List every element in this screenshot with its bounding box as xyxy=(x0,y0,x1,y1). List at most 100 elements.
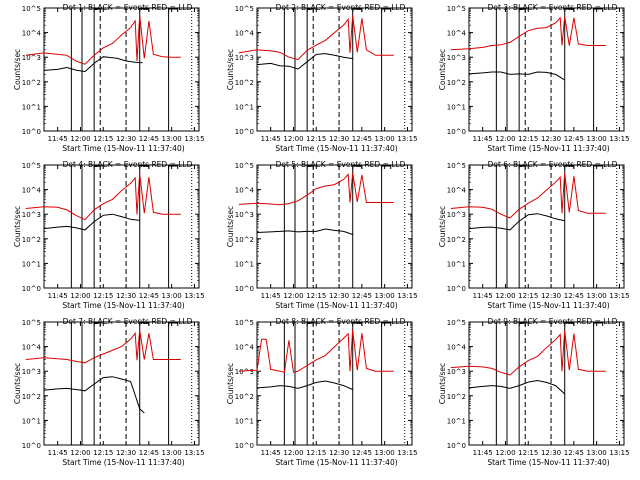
panel-title: Det 3: BLACK = Events RED = LLD xyxy=(488,3,618,12)
y-tick-label: 10^3 xyxy=(447,368,466,376)
x-tick-label: 12:45 xyxy=(139,135,159,143)
panel-title: Det 8: BLACK = Events RED = LLD xyxy=(276,317,406,326)
interval-bracket xyxy=(139,165,150,169)
interval-bracket xyxy=(564,8,575,12)
y-tick-label: 10^0 xyxy=(235,442,254,450)
x-tick-label: 12:15 xyxy=(93,292,113,300)
interval-bracket xyxy=(518,8,526,12)
lld-series-line xyxy=(238,173,394,206)
y-tick-label: 10^2 xyxy=(235,393,254,401)
plot-frame xyxy=(256,164,413,289)
y-tick-label: 10^2 xyxy=(447,393,466,401)
interval-bracket xyxy=(381,8,392,12)
interval-bracket xyxy=(306,8,314,12)
x-tick-label: 12:15 xyxy=(306,135,326,143)
y-tick-label: 10^3 xyxy=(447,54,466,62)
x-tick-label: 13:00 xyxy=(162,449,182,457)
y-tick-label: 10^0 xyxy=(22,128,41,136)
interval-bracket xyxy=(381,322,392,326)
y-tick-label: 10^3 xyxy=(235,211,254,219)
y-tick-label: 10^5 xyxy=(22,5,41,13)
y-tick-label: 10^1 xyxy=(22,417,41,425)
interval-bracket xyxy=(352,165,363,169)
x-axis-label: Start Time (15-Nov-11 11:37:40) xyxy=(275,301,397,310)
plot-frame xyxy=(43,164,200,289)
y-tick-label: 10^3 xyxy=(22,54,41,62)
lld-series-line xyxy=(238,15,394,61)
x-axis-label: Start Time (15-Nov-11 11:37:40) xyxy=(62,301,184,310)
y-tick-label: 10^4 xyxy=(235,344,255,352)
x-tick-label: 12:45 xyxy=(564,449,584,457)
y-tick-label: 10^5 xyxy=(447,319,466,327)
x-tick-label: 13:00 xyxy=(587,135,607,143)
x-tick-label: 12:30 xyxy=(116,135,136,143)
x-tick-label: 13:15 xyxy=(184,292,204,300)
x-axis-label: Start Time (15-Nov-11 11:37:40) xyxy=(275,144,397,153)
chart-panel-3: 10^010^110^210^310^410^511:45 12:00 12:15 1… xyxy=(438,3,630,153)
x-tick-label: 12:30 xyxy=(541,292,561,300)
x-tick-label: 12:45 xyxy=(352,292,372,300)
x-tick-label: 12:00 xyxy=(70,449,90,457)
events-series-line xyxy=(256,228,353,235)
y-tick-label: 10^4 xyxy=(235,30,255,38)
y-tick-label: 10^0 xyxy=(447,285,466,293)
interval-bracket xyxy=(352,8,363,12)
y-tick-label: 10^2 xyxy=(235,236,254,244)
x-tick-label: 12:00 xyxy=(70,292,90,300)
y-tick-label: 10^2 xyxy=(22,236,41,244)
interval-bracket xyxy=(93,8,101,12)
events-series-line xyxy=(256,380,353,390)
lld-series-line xyxy=(25,173,181,221)
y-tick-label: 10^3 xyxy=(235,368,254,376)
x-tick-label: 13:15 xyxy=(397,135,417,143)
x-tick-label: 11:45 xyxy=(48,135,68,143)
y-axis-label: Counts/sec xyxy=(226,363,235,404)
x-tick-label: 12:30 xyxy=(329,135,349,143)
x-tick-label: 12:30 xyxy=(329,449,349,457)
y-tick-label: 10^3 xyxy=(22,368,41,376)
interval-bracket xyxy=(139,8,150,12)
panel-title: Det 7: BLACK = Events RED = LLD xyxy=(63,317,193,326)
lld-series-line xyxy=(25,330,181,364)
y-tick-label: 10^5 xyxy=(447,5,466,13)
x-tick-label: 13:00 xyxy=(375,135,395,143)
x-tick-label: 12:00 xyxy=(70,135,90,143)
y-tick-label: 10^4 xyxy=(447,30,467,38)
x-tick-label: 13:15 xyxy=(397,449,417,457)
events-series-line xyxy=(43,56,143,73)
x-tick-label: 12:00 xyxy=(495,292,515,300)
interval-bracket xyxy=(93,322,101,326)
events-series-line xyxy=(468,213,565,231)
panel-title: Det 4: BLACK = Events RED = LLD xyxy=(63,160,193,169)
y-tick-label: 10^3 xyxy=(235,54,254,62)
x-tick-label: 12:45 xyxy=(139,449,159,457)
x-tick-label: 13:00 xyxy=(162,135,182,143)
events-series-line xyxy=(43,376,145,414)
x-tick-label: 12:15 xyxy=(306,449,326,457)
x-tick-label: 11:45 xyxy=(261,449,281,457)
y-tick-label: 10^0 xyxy=(447,128,466,136)
x-tick-label: 13:00 xyxy=(162,292,182,300)
y-axis-label: Counts/sec xyxy=(438,363,447,404)
chart-panel-2: 10^010^110^210^310^410^511:45 12:00 12:15 1… xyxy=(226,3,418,153)
chart-panel-7: 10^010^110^210^310^410^511:45 12:00 12:15 1… xyxy=(13,317,205,467)
x-tick-label: 12:00 xyxy=(495,449,515,457)
chart-panel-6: 10^010^110^210^310^410^511:45 12:00 12:15 1… xyxy=(438,160,630,310)
y-tick-label: 10^5 xyxy=(22,319,41,327)
y-tick-label: 10^2 xyxy=(447,236,466,244)
interval-bracket xyxy=(381,165,392,169)
y-tick-label: 10^3 xyxy=(22,211,41,219)
x-tick-label: 11:45 xyxy=(473,449,493,457)
y-tick-label: 10^2 xyxy=(235,79,254,87)
y-axis-label: Counts/sec xyxy=(13,206,22,247)
panel-title: Det 2: BLACK = Events RED = LLD xyxy=(276,3,406,12)
y-tick-label: 10^0 xyxy=(235,285,254,293)
x-tick-label: 13:00 xyxy=(375,449,395,457)
plot-frame xyxy=(43,321,200,446)
x-tick-label: 12:00 xyxy=(283,292,303,300)
panel-title: Det 9: BLACK = Events RED = LLD xyxy=(488,317,618,326)
x-tick-label: 12:30 xyxy=(116,292,136,300)
lld-series-line xyxy=(450,330,606,376)
x-tick-label: 11:45 xyxy=(261,292,281,300)
x-axis-label: Start Time (15-Nov-11 11:37:40) xyxy=(487,458,609,467)
